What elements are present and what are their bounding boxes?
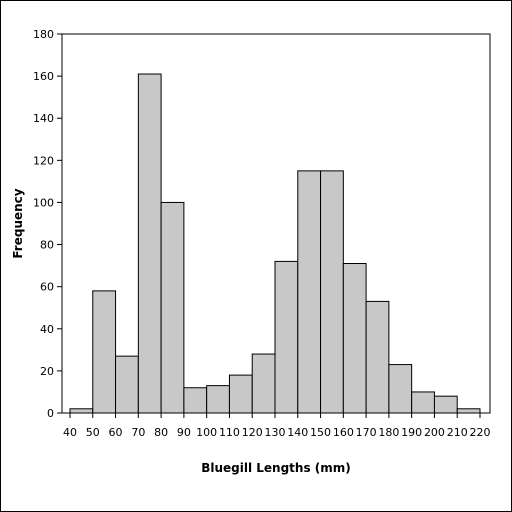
x-axis-ticks: 40 50 60 70 80 90 100 110 120 130 140 150 160 170 180 1… (63, 413, 491, 439)
x-tick-label: 160 (333, 426, 354, 439)
x-tick-label: 170 (356, 426, 377, 439)
x-tick-label: 200 (424, 426, 445, 439)
histogram-bar (228, 374, 253, 414)
x-tick-label: 180 (378, 426, 399, 439)
x-tick-label: 70 (131, 426, 145, 439)
x-tick-label: 190 (401, 426, 422, 439)
x-tick-label: 80 (154, 426, 168, 439)
y-axis-ticks: 0 20 40 60 80 100 120 140 160 180 (33, 28, 62, 420)
x-tick-label: 60 (109, 426, 123, 439)
y-tick-label: 40 (40, 323, 54, 336)
x-tick-label: 220 (470, 426, 491, 439)
x-tick-label: 120 (242, 426, 263, 439)
histogram-bar (137, 73, 162, 414)
histogram-bar (115, 355, 139, 414)
y-tick-label: 60 (40, 281, 54, 294)
y-tick-label: 100 (33, 196, 54, 209)
y-tick-label: 180 (33, 28, 54, 41)
x-axis-label: Bluegill Lengths (mm) (201, 461, 351, 475)
histogram-bar (206, 385, 230, 414)
histogram-bar (297, 170, 322, 414)
x-tick-label: 150 (310, 426, 331, 439)
histogram-bar (274, 260, 299, 414)
histogram-bar (433, 395, 458, 414)
histogram-bar (183, 387, 208, 414)
x-tick-label: 40 (63, 426, 77, 439)
histogram-bar (365, 300, 390, 414)
plot-area-border (61, 33, 491, 414)
histogram-bar (251, 353, 276, 414)
x-tick-label: 140 (287, 426, 308, 439)
histogram-bar (411, 391, 435, 414)
histogram-bar (388, 364, 413, 414)
x-tick-label: 50 (86, 426, 100, 439)
histogram-bar (456, 408, 481, 414)
x-tick-label: 210 (447, 426, 468, 439)
y-tick-label: 80 (40, 239, 54, 252)
y-tick-label: 140 (33, 112, 54, 125)
x-tick-label: 100 (196, 426, 217, 439)
histogram-bar (69, 408, 94, 414)
y-tick-label: 20 (40, 365, 54, 378)
histogram-bar (342, 263, 367, 414)
y-tick-label: 160 (33, 70, 54, 83)
histogram-bar (160, 201, 185, 414)
bars-group (69, 73, 481, 414)
histogram-bar (320, 170, 344, 414)
y-tick-label: 120 (33, 154, 54, 167)
x-tick-label: 130 (265, 426, 286, 439)
histogram-bar (92, 290, 117, 414)
y-axis-label: Frequency (11, 188, 25, 258)
y-tick-label: 0 (47, 407, 54, 420)
x-tick-label: 90 (177, 426, 191, 439)
x-tick-label: 110 (219, 426, 240, 439)
